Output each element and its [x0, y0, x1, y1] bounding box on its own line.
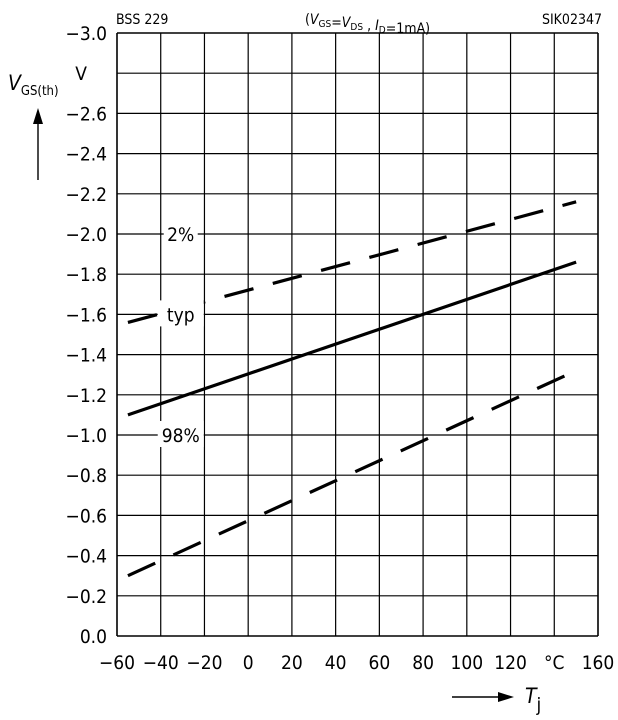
y-tick-label: −3.0	[66, 23, 108, 45]
curve-labels: 2% typ 98%	[157, 220, 204, 447]
axis-titles: VGS(th) Tj	[8, 71, 541, 716]
y-tick-label: −1.4	[66, 345, 108, 367]
y-tick-label: −0.8	[66, 465, 108, 487]
x-tick-label: 160	[582, 652, 615, 674]
y-tick-label: −0.2	[66, 586, 108, 608]
y-tick-label: 0.0	[80, 626, 107, 648]
y-tick-label: −2.2	[66, 184, 108, 206]
x-tick-label: −20	[186, 652, 222, 674]
x-tick-label: 80	[412, 652, 434, 674]
y-tick-label: −1.6	[66, 304, 108, 326]
y-tick-labels: −3.0 −2.6 −2.4 −2.2 −2.0 −1.8 −1.6 −1.4 −1.2 −1.0…	[66, 23, 108, 648]
y-unit-label: V	[75, 63, 87, 85]
y-tick-label: −1.0	[66, 425, 108, 447]
y-tick-label: −1.8	[66, 264, 108, 286]
series-line-2	[127, 260, 577, 417]
x-unit-label: °C	[544, 652, 565, 674]
curve-label-backdrop	[157, 421, 204, 447]
y-tick-label: −2.6	[66, 103, 108, 125]
curve-label-1: 2%	[167, 224, 194, 246]
x-tick-label: 20	[281, 652, 303, 674]
x-tick-label: 60	[368, 652, 390, 674]
header-figure-code: SIK02347	[542, 12, 602, 28]
y-tick-label: −2.4	[66, 144, 108, 166]
y-axis-arrow-head	[33, 108, 43, 124]
x-tick-label: 0	[243, 652, 254, 674]
header-device: BSS 229	[116, 12, 168, 28]
y-tick-label: −1.2	[66, 385, 108, 407]
x-axis-arrow-head	[498, 692, 514, 702]
x-tick-label: 100	[451, 652, 484, 674]
series-line-3	[127, 369, 577, 578]
x-tick-labels: −60 −40 −20 0 20 40 60 80 100 120 160 °C	[99, 652, 614, 674]
y-tick-label: −2.0	[66, 224, 108, 246]
curve-label-backdrop	[157, 300, 204, 327]
grid	[116, 32, 599, 637]
curve-label-backdrop	[163, 220, 198, 246]
y-axis-title: VGS(th)	[8, 71, 59, 99]
y-tick-label: −0.4	[66, 546, 108, 568]
x-axis-title: Tj	[525, 684, 541, 716]
header-conditions: (VGS=VDS , ID=1mA)	[305, 12, 430, 37]
x-tick-label: 120	[494, 652, 527, 674]
x-tick-label: −60	[99, 652, 135, 674]
x-tick-label: −40	[143, 652, 179, 674]
curve-label-3: 98%	[162, 425, 200, 447]
y-tick-label: −0.6	[66, 505, 108, 527]
x-tick-label: 40	[325, 652, 347, 674]
curve-label-2: typ	[167, 304, 195, 326]
chart-header: BSS 229 (VGS=VDS , ID=1mA) SIK02347	[116, 12, 602, 37]
series-group	[127, 200, 577, 578]
